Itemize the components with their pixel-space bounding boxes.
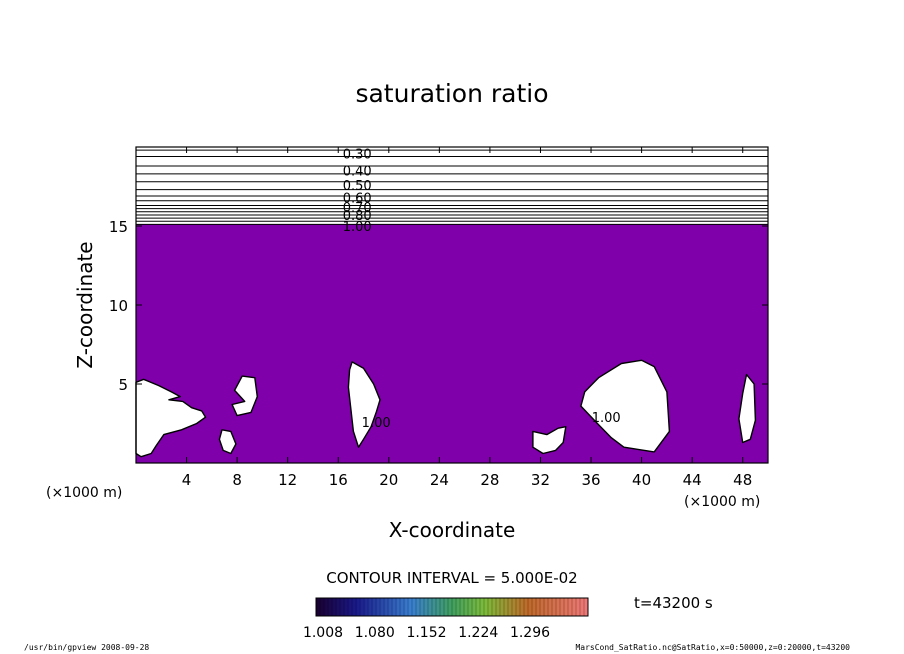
x-tick-label-11: 48 (733, 471, 752, 489)
x-tick-label-4: 20 (379, 471, 398, 489)
contour-label-8: 1.00 (592, 411, 621, 426)
colorbar-tick-label-3: 1.224 (458, 625, 498, 641)
x-tick-label-3: 16 (329, 471, 348, 489)
contour-label-3: 0.60 (343, 192, 372, 207)
x-tick-label-2: 12 (278, 471, 297, 489)
contour-interval-label: CONTOUR INTERVAL = 5.000E-02 (326, 569, 577, 587)
contour-label-2: 0.50 (343, 179, 372, 194)
x-tick-label-1: 8 (232, 471, 242, 489)
colorbar-tick-label-4: 1.296 (510, 625, 550, 641)
colorbar-tick-labels: 1.008 1.080 1.152 1.224 1.296 (303, 625, 550, 641)
x-axis-ticks: 4 8 12 16 20 24 28 32 36 40 44 48 (182, 147, 752, 489)
footer-left: /usr/bin/gpview 2008-09-28 (24, 643, 149, 652)
contour-label-5: 0.80 (343, 209, 372, 224)
x-tick-label-9: 40 (632, 471, 651, 489)
colorbar-tick-label-0: 1.008 (303, 625, 343, 641)
y-axis-ticks: 5 10 15 (109, 218, 768, 394)
x-axis-label: X-coordinate (389, 518, 516, 542)
subsaturated-region-2 (218, 429, 237, 455)
x-tick-label-10: 44 (683, 471, 702, 489)
x-tick-label-6: 28 (480, 471, 499, 489)
subsaturated-region-5 (580, 359, 671, 453)
contour-label-4: 0.70 (343, 201, 372, 216)
colorbar (315, 597, 589, 617)
colorbar-tick-label-1: 1.080 (355, 625, 395, 641)
x-tick-label-8: 36 (581, 471, 600, 489)
colorbar-gradient (315, 597, 589, 617)
time-label: t=43200 s (634, 594, 713, 612)
subsaturated-region-4 (532, 426, 567, 455)
x-unit-left: (×1000 m) (46, 485, 122, 501)
x-tick-label-0: 4 (182, 471, 192, 489)
x-unit-right: (×1000 m) (684, 494, 760, 510)
x-tick-label-5: 24 (430, 471, 449, 489)
contour-label-6: 1.00 (343, 220, 372, 235)
contour-labels: 0.300.400.500.600.700.801.001.00 1.00 (343, 147, 621, 431)
colorbar-tick-label-2: 1.152 (406, 625, 446, 641)
subsaturated-regions (135, 224, 768, 463)
contour-label-1: 0.40 (343, 165, 372, 180)
y-tick-label-2: 15 (109, 218, 128, 236)
contour-label-7: 1.00 (362, 416, 391, 431)
contour-label-0: 0.30 (343, 147, 372, 162)
subsaturated-region-0 (135, 378, 207, 458)
plot-area: 0.300.400.500.600.700.801.001.00 1.00 (135, 146, 769, 464)
x-tick-label-7: 32 (531, 471, 550, 489)
y-tick-label-0: 5 (118, 376, 128, 394)
subsaturated-region-6 (738, 373, 757, 444)
chart-title: saturation ratio (355, 79, 548, 108)
footer-right: MarsCond_SatRatio.nc@SatRatio,x=0:50000,… (575, 643, 850, 652)
subsaturated-region-3 (347, 361, 381, 448)
y-tick-label-1: 10 (109, 297, 128, 315)
colorbar-stripes (319, 598, 585, 616)
subsaturated-region-1 (231, 375, 258, 417)
contour-lines (136, 149, 768, 225)
y-axis-label: Z-coordinate (73, 241, 97, 368)
saturated-region (136, 224, 768, 463)
